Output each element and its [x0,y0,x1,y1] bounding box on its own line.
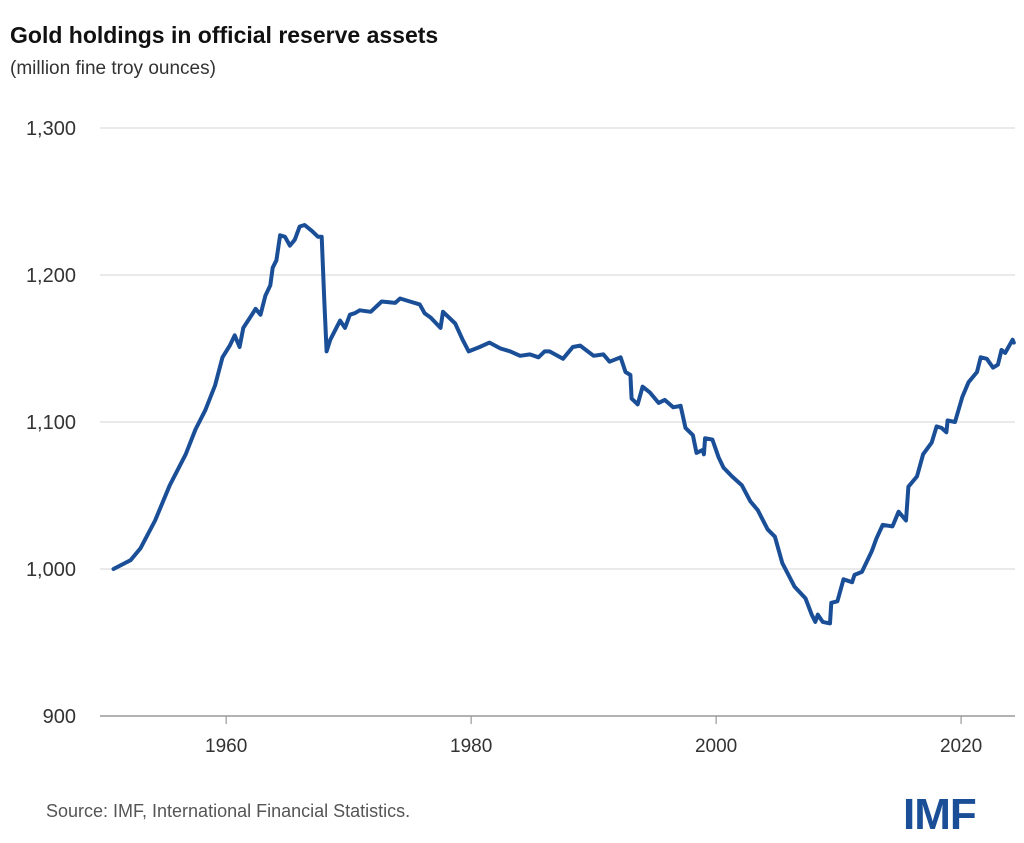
y-axis-ticks: 900 1,000 1,100 1,200 1,300 [26,118,76,728]
chart-subtitle: (million fine troy ounces) [10,58,216,79]
source-note: Source: IMF, International Financial Sta… [46,801,411,821]
x-tick-label: 1960 [205,736,247,757]
y-tick-label: 1,100 [26,412,76,434]
series-lines [111,223,1016,626]
x-axis-ticks: 1960 1980 2000 2020 [205,716,982,757]
x-tick-label: 2000 [695,736,737,757]
x-tick-label: 1980 [450,736,492,757]
y-tick-label: 1,200 [26,265,76,287]
imf-logo: IMF [903,790,977,839]
series-line [111,223,1016,626]
chart-title: Gold holdings in official reserve assets [10,22,439,48]
gridlines [100,127,1015,717]
x-tick-label: 2020 [940,736,982,757]
y-tick-label: 1,300 [26,118,76,140]
y-tick-label: 1,000 [26,559,76,581]
y-tick-label: 900 [43,706,76,728]
